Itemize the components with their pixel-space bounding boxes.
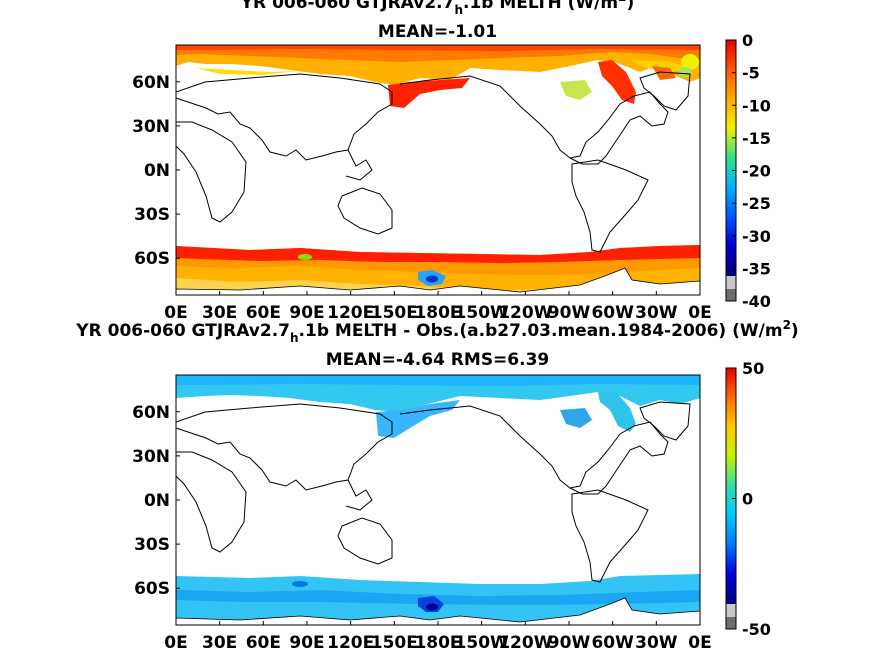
colorbar-tick-label: 50	[742, 359, 764, 378]
x-tick-label: 60E	[246, 303, 281, 323]
top-panel-stats: MEAN=-1.01	[377, 22, 498, 42]
y-tick-label: 0N	[144, 491, 170, 511]
y-tick-label: 60N	[132, 73, 170, 93]
x-tick-label: 0E	[688, 633, 711, 653]
x-tick-label: 60W	[591, 303, 634, 323]
x-tick-label: 30E	[202, 303, 237, 323]
top-colorbar-ticks: 0 -5 -10 -15 -20 -25 -30 -35 -40	[732, 31, 771, 311]
y-tick-label: 30N	[132, 447, 170, 467]
colorbar-tick-label: -20	[742, 162, 771, 181]
bottom-panel-title: YR 006-060 GTJRAv2.7h.1b MELTH - Obs.(a.…	[76, 318, 799, 345]
colorbar-tick-label: -5	[742, 64, 760, 83]
okhotsk-field	[388, 78, 470, 108]
colorbar-tick-label: 0	[742, 31, 753, 50]
x-tick-label: 30W	[635, 633, 678, 653]
x-tick-label: 150W	[455, 633, 509, 653]
x-tick-label: 120W	[498, 303, 552, 323]
labrador-field	[598, 60, 636, 104]
x-tick-label: 0E	[164, 303, 187, 323]
top-colorbar: 0 -5 -10 -15 -20 -25 -30 -35 -40	[725, 31, 771, 311]
x-tick-label: 30W	[635, 303, 678, 323]
top-y-axis: 60N 30N 0N 30S 60S	[132, 73, 180, 269]
x-tick-label: 180E	[414, 303, 461, 323]
x-tick-label: 30E	[202, 633, 237, 653]
x-tick-label: 90W	[548, 633, 591, 653]
x-tick-label: 150W	[455, 303, 509, 323]
x-tick-label: 150E	[371, 633, 418, 653]
bottom-colorbar-ticks: 50 0 -50	[732, 359, 771, 639]
y-tick-label: 0N	[144, 161, 170, 181]
x-tick-label: 60E	[246, 633, 281, 653]
x-tick-label: 150E	[371, 303, 418, 323]
x-tick-label: 120W	[498, 633, 552, 653]
y-tick-label: 30S	[134, 535, 170, 555]
colorbar-tick-label: -30	[742, 227, 771, 246]
x-tick-label: 90E	[289, 303, 324, 323]
x-tick-label: 120E	[327, 633, 374, 653]
x-tick-label: 0E	[688, 303, 711, 323]
x-tick-label: 90W	[548, 303, 591, 323]
y-tick-label: 60S	[134, 579, 170, 599]
colorbar-tick-label: -25	[742, 194, 771, 213]
labrador-diff-field	[598, 392, 636, 432]
colorbar-tick-label: -40	[742, 292, 771, 311]
y-tick-label: 30S	[134, 205, 170, 225]
bottom-colorbar: 50 0 -50	[725, 359, 771, 639]
colorbar-tick-label: -35	[742, 259, 771, 278]
x-tick-label: 0E	[164, 633, 187, 653]
y-tick-label: 60N	[132, 403, 170, 423]
bottom-panel-stats: MEAN=-4.64 RMS=6.39	[325, 350, 550, 370]
x-tick-label: 60W	[591, 633, 634, 653]
colorbar-tick-label: -15	[742, 129, 771, 148]
x-tick-label: 120E	[327, 303, 374, 323]
x-tick-label: 180E	[414, 633, 461, 653]
top-panel-title: YR 006-060 GTJRAv2.7h.1b MELTH (W/m2)	[240, 0, 635, 17]
hudson-bay-field	[560, 80, 592, 100]
y-tick-label: 30N	[132, 117, 170, 137]
colorbar-tick-label: -50	[742, 620, 771, 639]
y-tick-label: 60S	[134, 249, 170, 269]
colorbar-tick-label: 0	[742, 490, 753, 509]
colorbar-tick-label: -10	[742, 96, 771, 115]
x-tick-label: 90E	[289, 633, 324, 653]
bottom-y-axis: 60N 30N 0N 30S 60S	[132, 403, 180, 599]
